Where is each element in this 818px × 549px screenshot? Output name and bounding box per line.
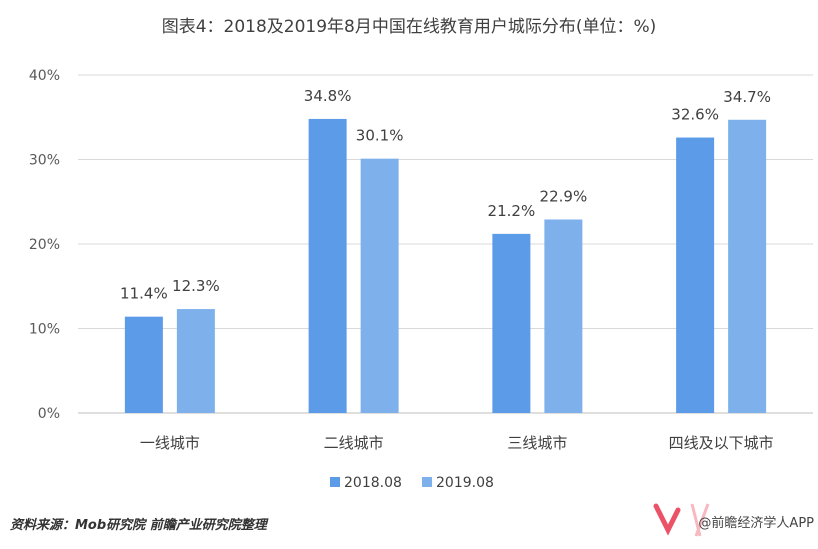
legend-swatch <box>330 477 340 487</box>
bars <box>124 118 767 413</box>
brand-text: @前瞻经济学人APP <box>698 516 814 531</box>
data-label: 21.2% <box>488 202 536 220</box>
y-tick-label: 40% <box>29 68 60 84</box>
y-tick-label: 30% <box>29 153 60 169</box>
x-tick-label: 三线城市 <box>507 434 567 452</box>
x-tick-label: 二线城市 <box>324 434 384 452</box>
bar <box>492 233 531 413</box>
bar <box>308 118 347 413</box>
bar <box>124 316 163 413</box>
legend-swatch <box>422 477 432 487</box>
x-tick-label: 四线及以下城市 <box>669 434 774 452</box>
bar <box>728 119 767 413</box>
data-label: 34.8% <box>304 87 352 105</box>
x-tick-label: 一线城市 <box>140 434 200 452</box>
data-label: 34.7% <box>723 88 771 106</box>
data-labels: 11.4% 12.3% 34.8% 30.1% 21.2%22.9% 32.6%34.7% <box>120 87 771 303</box>
y-tick-label: 20% <box>29 237 60 253</box>
bar <box>176 309 215 413</box>
legend: 2018.08 2019.08 <box>330 475 494 491</box>
bar <box>676 137 715 413</box>
data-label: 11.4% <box>120 285 168 303</box>
source-note: 资料来源：Mob研究院 前瞻产业研究院整理 <box>10 518 267 533</box>
data-label: 22.9% <box>540 187 588 205</box>
x-axis: 一线城市 二线城市 三线城市 四线及以下城市 <box>140 434 774 452</box>
y-tick-label: 10% <box>29 322 60 338</box>
bar <box>544 219 583 413</box>
data-label: 12.3% <box>172 277 220 295</box>
legend-label: 2018.08 <box>344 475 402 491</box>
bar <box>360 158 399 413</box>
data-label: 30.1% <box>356 127 404 145</box>
y-axis: 0% 10% 20% 30% 40% <box>29 68 60 422</box>
chart-title: 图表4：2018及2019年8月中国在线教育用户城际分布(单位：%) <box>161 17 657 37</box>
legend-label: 2019.08 <box>436 475 494 491</box>
y-tick-label: 0% <box>38 406 60 422</box>
logo-icon <box>653 503 710 537</box>
data-label: 32.6% <box>671 106 719 124</box>
